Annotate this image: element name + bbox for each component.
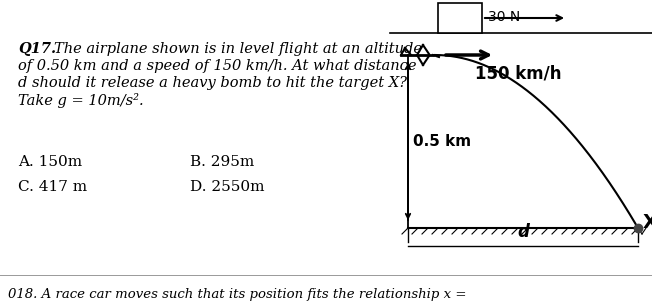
Text: Take g = 10m/s².: Take g = 10m/s².	[18, 93, 143, 108]
Text: d: d	[517, 223, 529, 241]
Text: D. 2550m: D. 2550m	[190, 180, 265, 194]
Text: 150 km/h: 150 km/h	[475, 64, 561, 82]
Text: d should it release a heavy bomb to hit the target X?: d should it release a heavy bomb to hit …	[18, 76, 407, 90]
Text: of 0.50 km and a speed of 150 km/h. At what distance: of 0.50 km and a speed of 150 km/h. At w…	[18, 59, 417, 73]
Text: Q17.: Q17.	[18, 42, 56, 56]
Text: A. 150m: A. 150m	[18, 155, 82, 169]
Text: X: X	[643, 212, 652, 232]
Text: The airplane shown is in level flight at an altitude: The airplane shown is in level flight at…	[54, 42, 422, 56]
Bar	[438, 3, 482, 33]
Text: 0.5 km: 0.5 km	[413, 134, 471, 149]
Text: 30 N: 30 N	[488, 10, 520, 24]
Text: C. 417 m: C. 417 m	[18, 180, 87, 194]
Text: 018. A race car moves such that its position fits the relationship x =: 018. A race car moves such that its posi…	[8, 288, 466, 301]
Text: B. 295m: B. 295m	[190, 155, 254, 169]
